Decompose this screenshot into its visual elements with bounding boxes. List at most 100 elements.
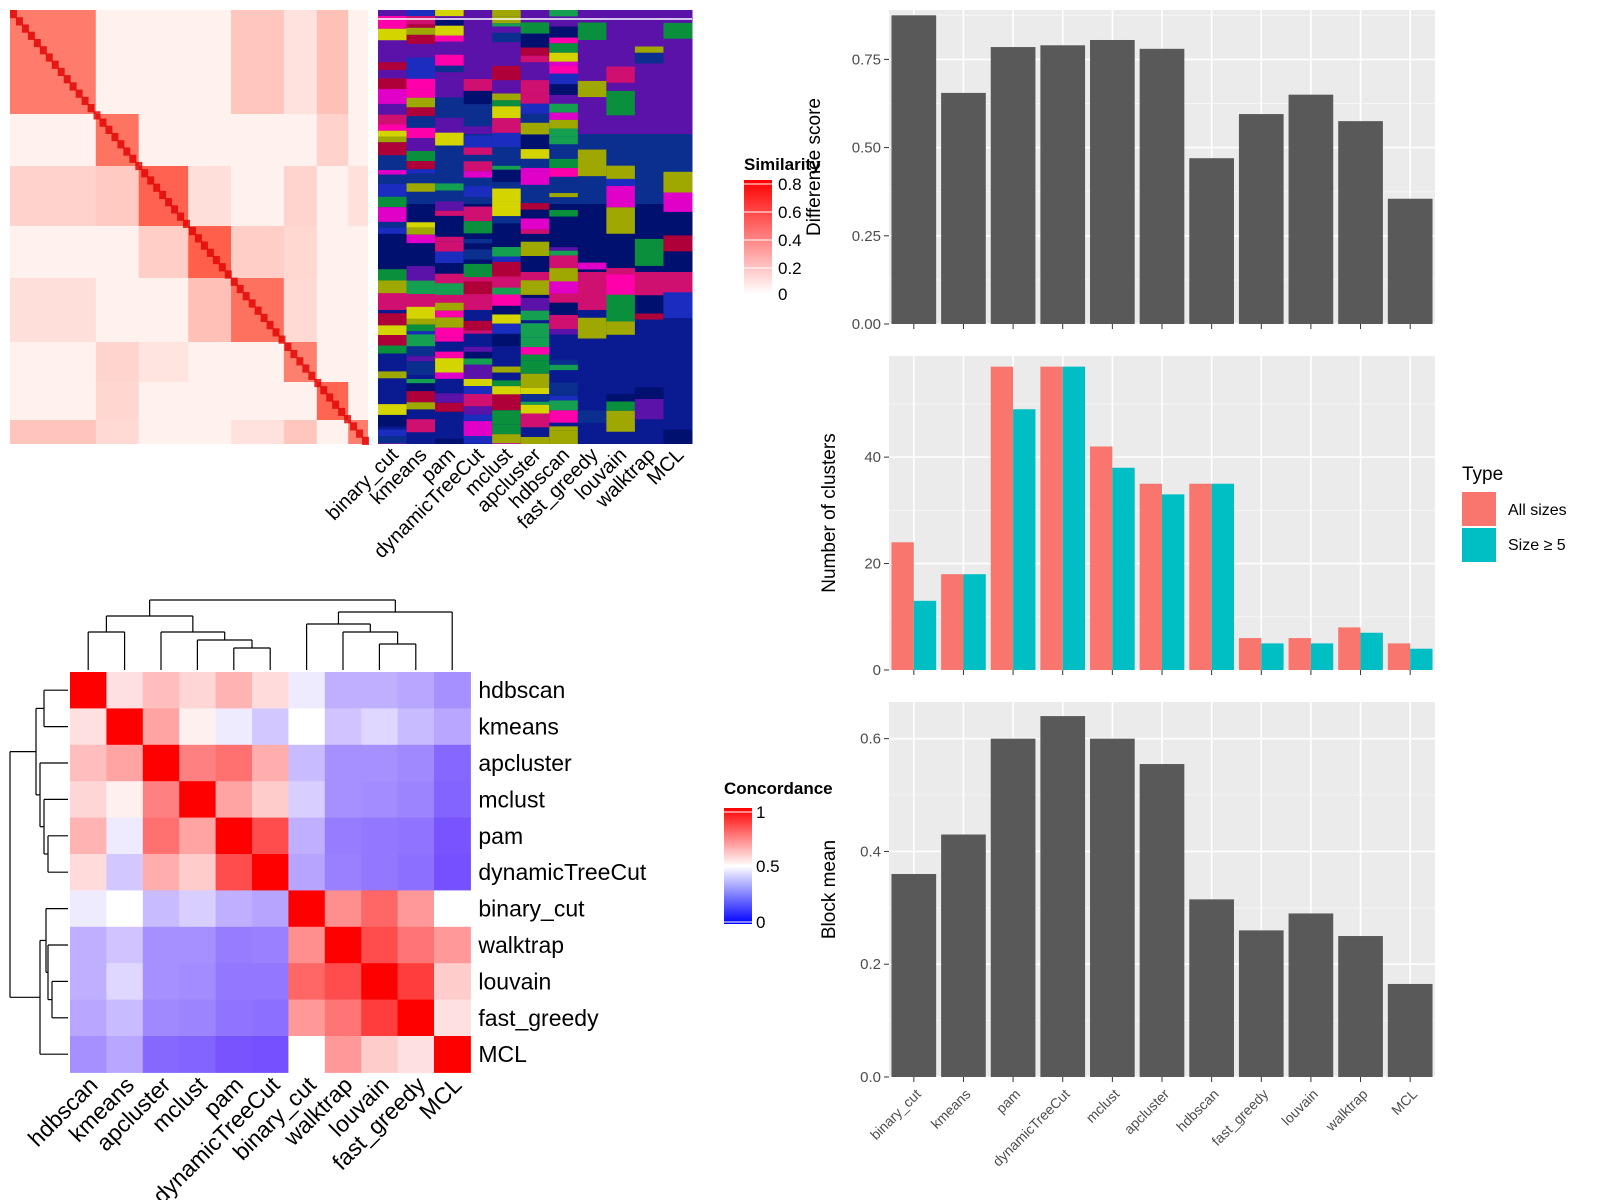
similarity-diagonal-cell [27,31,35,40]
assignment-stripe [520,394,550,402]
similarity-legend-tick-label: 0.2 [778,259,802,278]
assignment-stripe [406,383,436,392]
assignment-stripe [435,145,465,156]
bar [1162,494,1185,670]
similarity-block [95,166,139,226]
assignment-stripe [492,188,522,202]
concordance-row-label: binary_cut [478,896,585,922]
assignment-stripe [520,171,550,185]
assignment-stripe [549,268,579,282]
similarity-block [283,10,317,114]
assignment-stripe [492,305,522,315]
assignment-stripe [406,234,436,244]
concordance-cell [434,999,471,1037]
assignment-stripe [520,80,550,94]
concordance-cell [106,817,144,855]
similarity-matrix-blocks [10,10,369,445]
assignment-stripe [463,386,493,395]
concordance-cell [252,817,289,855]
assignment-stripe [435,201,465,211]
concordance-cell [324,672,362,709]
concordance-cell [361,963,399,1001]
similarity-legend-ticks: 0.8 0.6 0.4 0.2 0 [744,175,802,304]
assignment-band [663,310,693,444]
concordance-row-label: mclust [478,786,545,812]
concordance-cell [288,854,326,891]
assignment-stripe [378,28,408,41]
concordance-cell [179,781,217,819]
similarity-block [317,420,348,444]
assignment-stripe [406,318,436,325]
concordance-cell [215,708,253,746]
bar [990,738,1036,1077]
assignment-stripe [406,146,436,151]
concordance-cell [361,890,399,928]
assignment-stripe [520,241,550,257]
concordance-cell [288,781,326,819]
similarity-block [139,114,188,166]
assignment-stripe [492,386,522,395]
assignment-stripe [549,255,579,269]
bar [1062,366,1086,670]
assignment-stripe [435,241,465,252]
y-axis-label: Number of clusters [819,433,840,592]
similarity-block [95,382,139,420]
assignment-stripe [492,287,522,295]
concordance-cell [179,817,217,855]
similarity-diagonal-cell [183,219,190,228]
x-tick-label: pam [993,1086,1024,1117]
bar [1238,930,1284,1077]
type-legend-swatch-size5 [1462,528,1496,562]
assignment-stripe [492,333,522,347]
concordance-cell [70,672,107,709]
similarity-block [317,342,348,382]
assignment-stripe [435,372,465,379]
similarity-block [283,420,317,444]
concordance-cell [106,963,144,1001]
assignment-stripe [435,65,465,73]
assignment-stripe [406,116,436,128]
similarity-block [188,114,231,166]
similarity-block [96,226,139,278]
assignment-stripe [549,364,579,371]
assignment-stripe [463,147,493,155]
y-tick-label: 0 [873,662,881,679]
assignment-stripe [520,134,550,150]
assignment-stripe [378,436,408,444]
similarity-block [138,342,189,382]
assignment-stripe [520,103,550,114]
similarity-block [10,166,96,226]
assignment-stripe [492,403,522,411]
concordance-cell [70,817,107,855]
bar [941,834,986,1077]
assignment-stripe [663,235,693,252]
assignment-stripe [549,250,579,256]
assignment-stripe [463,238,493,244]
assignment-stripe [435,327,465,338]
assignment-stripe [406,57,436,70]
concordance-cell [361,672,399,709]
similarity-diagonal-cell [189,227,196,236]
similarity-diagonal-cell [171,205,179,214]
similarity-diagonal-cell [248,299,256,308]
assignment-stripe [492,165,522,170]
assignment-stripe [606,267,636,275]
similarity-block [231,166,284,226]
similarity-diagonal-cell [314,378,322,388]
similarity-diagonal-cell [242,292,250,301]
concordance-cell [252,999,289,1037]
assignment-stripe [463,378,493,387]
assignment-stripe [463,177,493,187]
similarity-block [317,226,348,278]
assignment-stripe [520,387,550,395]
concordance-legend-tick-label: 0.5 [756,857,780,876]
assignment-stripe [463,281,493,295]
assignment-stripe [492,424,522,435]
assignment-stripe [378,10,408,16]
assignment-stripe [634,295,664,314]
concordance-cell [324,999,362,1037]
assignment-stripe [549,193,579,198]
assignment-stripe [378,196,408,208]
bar [941,92,986,324]
assignment-stripe [435,251,465,264]
